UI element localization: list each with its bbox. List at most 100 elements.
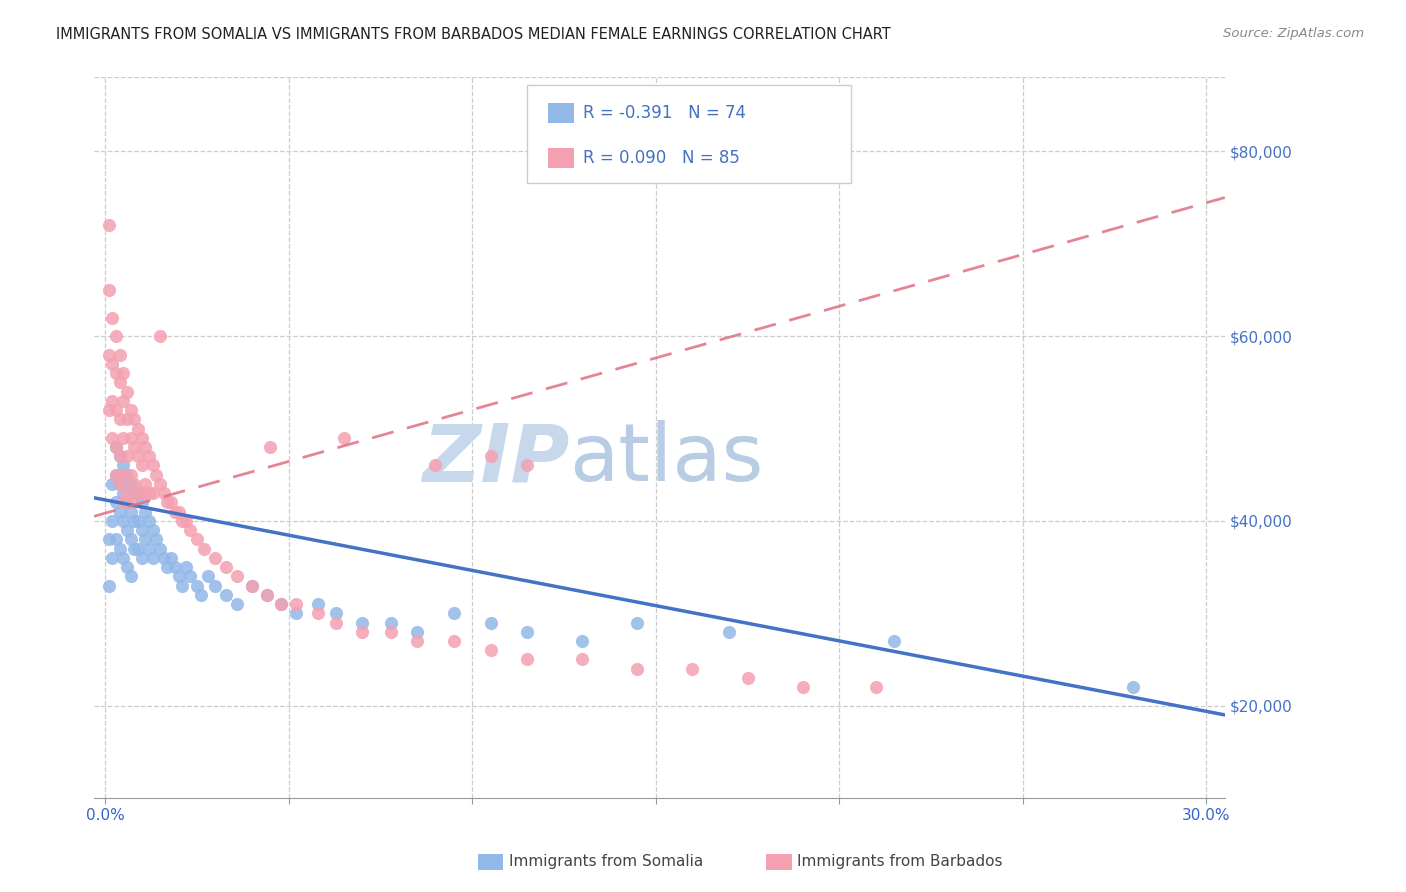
Point [134,477,156,491]
Point [112,458,135,473]
Point [101,477,124,491]
Point [682,662,704,676]
Point [101,514,124,528]
Point [112,467,135,482]
Point [108,412,131,426]
Point [134,440,156,454]
Point [406,634,429,648]
Point [108,505,131,519]
Point [204,578,226,592]
Point [134,505,156,519]
Point [352,624,374,639]
Point [145,467,167,482]
Point [479,615,502,630]
Point [149,541,172,556]
Point [120,495,142,509]
Point [737,671,759,685]
Point [105,440,128,454]
Point [112,514,135,528]
Point [108,449,131,463]
Point [105,533,128,547]
Point [120,467,142,482]
Point [443,607,465,621]
Point [270,597,292,611]
Point [108,376,131,390]
Point [138,514,160,528]
Point [138,486,160,500]
Point [145,533,167,547]
Point [256,588,278,602]
Point [108,348,131,362]
Point [124,541,146,556]
Point [479,449,502,463]
Point [124,477,146,491]
Point [406,624,429,639]
Point [174,514,197,528]
Point [105,495,128,509]
Point [120,431,142,445]
Point [112,431,135,445]
Point [142,458,165,473]
Point [112,495,135,509]
Point [163,505,186,519]
Point [190,588,212,602]
Point [124,486,146,500]
Point [325,615,347,630]
Point [112,486,135,500]
Point [425,458,447,473]
Point [108,541,131,556]
Point [179,523,201,537]
Point [380,624,402,639]
Point [97,533,120,547]
Point [115,486,138,500]
Point [352,615,374,630]
Point [138,449,160,463]
Point [115,523,138,537]
Point [127,541,149,556]
Point [204,550,226,565]
Point [131,431,153,445]
Point [124,412,146,426]
Point [134,533,156,547]
Point [142,486,165,500]
Point [131,550,153,565]
Point [115,560,138,574]
Point [101,310,124,325]
Point [115,449,138,463]
Point [865,680,887,694]
Point [105,467,128,482]
Point [172,578,194,592]
Point [156,495,179,509]
Point [97,219,120,233]
Point [97,578,120,592]
Point [172,514,194,528]
Point [108,477,131,491]
Point [108,449,131,463]
Point [105,467,128,482]
Point [256,588,278,602]
Point [115,412,138,426]
Point [516,458,538,473]
Point [285,597,308,611]
Text: R = -0.391   N = 74: R = -0.391 N = 74 [583,104,747,122]
Point [332,431,354,445]
Point [97,283,120,297]
Point [307,607,329,621]
Point [215,560,238,574]
Point [883,634,905,648]
Point [115,384,138,399]
Text: atlas: atlas [569,420,763,499]
Point [124,440,146,454]
Point [124,514,146,528]
Point [120,505,142,519]
Point [127,449,149,463]
Point [105,329,128,343]
Point [105,403,128,417]
Point [97,403,120,417]
Point [131,495,153,509]
Point [108,477,131,491]
Point [215,588,238,602]
Point [226,569,249,583]
Point [115,495,138,509]
Point [131,486,153,500]
